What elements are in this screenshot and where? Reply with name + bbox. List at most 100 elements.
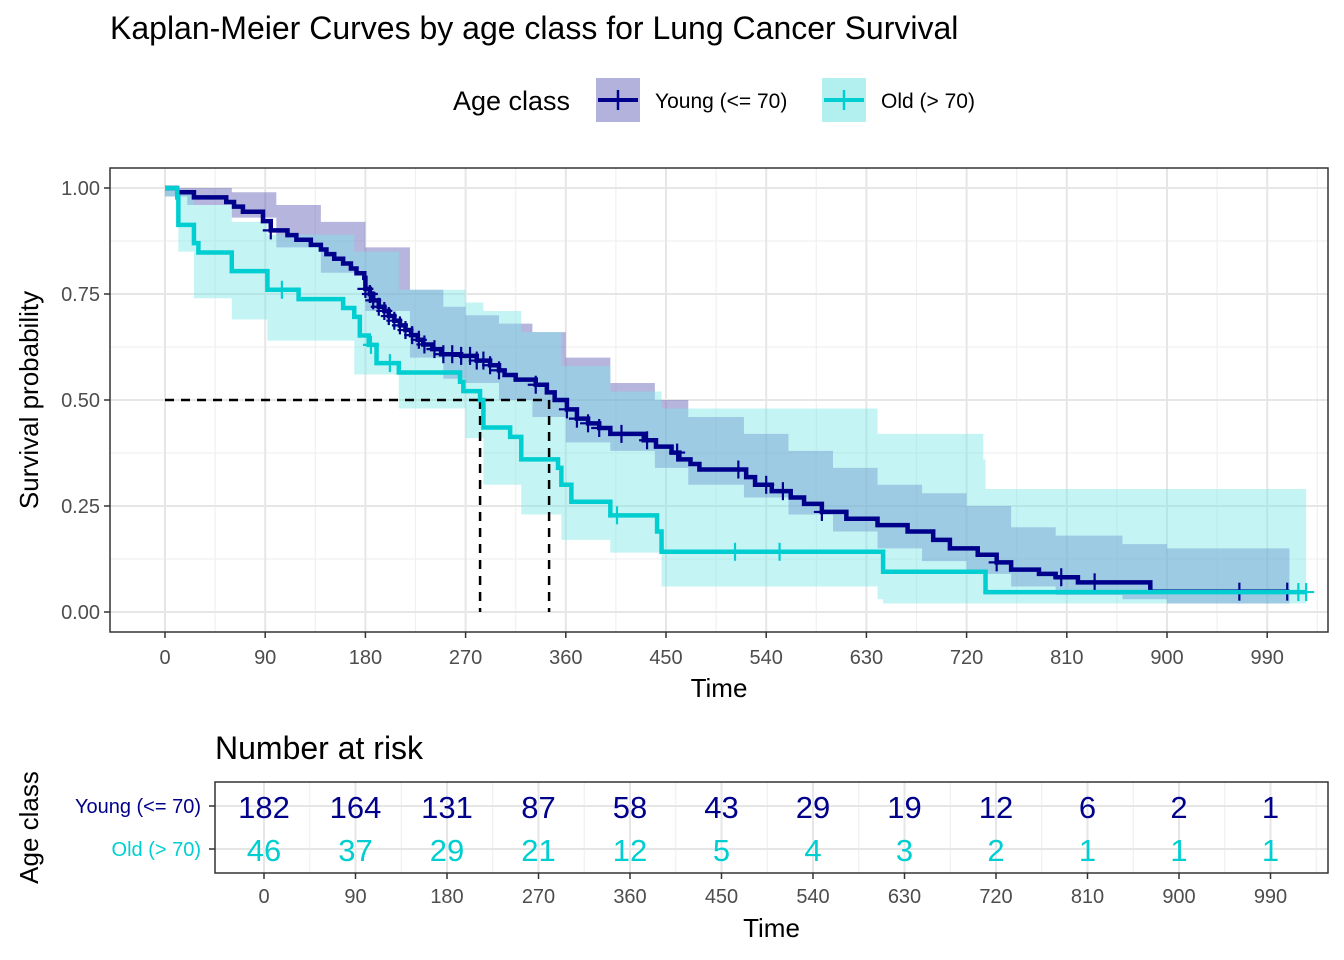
censor-mark-old — [609, 506, 626, 525]
ci-band-old — [165, 188, 1307, 604]
censor-mark-young — [591, 418, 608, 437]
x-tick-label: 90 — [254, 647, 276, 669]
risk-x-tick-label: 540 — [796, 886, 829, 908]
censor-mark-young — [444, 345, 461, 364]
risk-count-young: 29 — [796, 790, 830, 825]
risk-y-axis-label: Age class — [14, 771, 44, 884]
y-tick-label: 0.75 — [61, 284, 100, 306]
risk-count-young: 182 — [238, 790, 290, 825]
censor-mark-old — [1298, 583, 1315, 602]
legend-key-old — [822, 78, 866, 122]
censor-mark-young — [558, 400, 575, 419]
risk-row-label: Young (<= 70) — [75, 796, 201, 818]
x-tick-label: 0 — [159, 647, 170, 669]
x-tick-label: 180 — [349, 647, 382, 669]
y-axis-label: Survival probability — [14, 291, 44, 509]
risk-x-tick-label: 720 — [979, 886, 1012, 908]
censor-mark-young — [988, 553, 1005, 572]
x-tick-label: 450 — [649, 647, 682, 669]
risk-count-old: 46 — [247, 833, 281, 868]
risk-count-old: 4 — [804, 833, 821, 868]
censor-mark-old — [381, 354, 398, 373]
risk-row-label: Old (> 70) — [112, 839, 201, 861]
censor-mark-old — [362, 335, 379, 354]
survival-curve-old — [165, 185, 1307, 595]
censor-mark-young — [730, 460, 747, 479]
risk-count-old: 21 — [521, 833, 555, 868]
risk-count-young: 164 — [330, 790, 382, 825]
km-plot: 0 90 180 270 360 450 540 630 720 810 900 990 0.00 0.2… — [14, 167, 1329, 703]
x-tick-label: 720 — [950, 647, 983, 669]
censor-mark-young — [813, 502, 830, 521]
censor-mark-young — [774, 482, 791, 501]
censor-mark-young — [580, 414, 597, 433]
risk-count-young: 43 — [704, 790, 738, 825]
risk-count-old: 5 — [713, 833, 730, 868]
risk-x-tick-label: 630 — [888, 886, 921, 908]
chart-title: Kaplan-Meier Curves by age class for Lun… — [110, 10, 959, 46]
risk-x-tick-label: 360 — [613, 886, 646, 908]
x-tick-label: 270 — [449, 647, 482, 669]
risk-x-tick-label: 180 — [430, 886, 463, 908]
risk-x-tick-label: 0 — [258, 886, 269, 908]
x-tick-label: 900 — [1150, 647, 1183, 669]
risk-x-tick-label: 990 — [1254, 886, 1287, 908]
risk-x-tick-label: 450 — [705, 886, 738, 908]
risk-count-old: 2 — [987, 833, 1004, 868]
risk-count-young: 12 — [979, 790, 1013, 825]
censor-mark-young — [527, 375, 544, 394]
x-tick-label: 990 — [1251, 647, 1284, 669]
risk-background — [215, 782, 1328, 873]
censor-mark-old — [771, 542, 788, 561]
risk-count-young: 19 — [887, 790, 921, 825]
y-tick-label: 0.00 — [61, 602, 100, 624]
censor-mark-young — [568, 409, 585, 428]
x-tick-label: 540 — [750, 647, 783, 669]
y-tick-label: 1.00 — [61, 178, 100, 200]
risk-x-tick-label: 270 — [522, 886, 555, 908]
legend-title: Age class — [453, 86, 571, 116]
censor-mark-young — [482, 356, 499, 375]
x-tick-label: 360 — [549, 647, 582, 669]
legend-key-young — [596, 78, 640, 122]
censor-mark-young — [462, 346, 479, 365]
risk-count-young: 2 — [1170, 790, 1187, 825]
risk-count-young: 1 — [1262, 790, 1279, 825]
y-tick-label: 0.25 — [61, 496, 100, 518]
risk-count-young: 6 — [1079, 790, 1096, 825]
censor-mark-old — [273, 280, 290, 299]
censor-mark-young — [669, 443, 686, 462]
risk-table-title: Number at risk — [215, 730, 424, 766]
censor-mark-young — [262, 221, 279, 240]
risk-count-young: 87 — [521, 790, 555, 825]
censor-mark-young — [491, 361, 507, 380]
censor-mark-young — [475, 351, 492, 370]
risk-count-old: 12 — [613, 833, 647, 868]
censor-mark-young — [639, 431, 656, 450]
legend-label-young: Young (<= 70) — [655, 90, 788, 113]
censor-mark-old — [727, 542, 744, 561]
risk-count-young: 58 — [613, 790, 647, 825]
x-axis-label: Time — [691, 673, 748, 703]
risk-count-old: 3 — [896, 833, 913, 868]
censor-mark-young — [1053, 568, 1070, 587]
risk-count-old: 1 — [1079, 833, 1096, 868]
risk-x-tick-label: 810 — [1071, 886, 1104, 908]
risk-x-tick-label: 90 — [344, 886, 366, 908]
censor-mark-young — [1086, 573, 1103, 592]
censor-mark-young — [404, 326, 421, 345]
risk-x-tick-label: 900 — [1162, 886, 1195, 908]
censor-mark-young — [416, 335, 433, 354]
x-tick-label: 630 — [850, 647, 883, 669]
censor-mark-young — [758, 475, 775, 494]
legend-label-old: Old (> 70) — [881, 90, 975, 113]
risk-count-young: 131 — [421, 790, 473, 825]
risk-count-old: 29 — [430, 833, 464, 868]
y-tick-label: 0.50 — [61, 390, 100, 412]
risk-count-old: 37 — [338, 833, 372, 868]
x-tick-label: 810 — [1050, 647, 1083, 669]
risk-count-old: 1 — [1170, 833, 1187, 868]
censor-mark-young — [613, 424, 630, 443]
risk-count-old: 1 — [1262, 833, 1279, 868]
censor-mark-young — [426, 340, 443, 359]
